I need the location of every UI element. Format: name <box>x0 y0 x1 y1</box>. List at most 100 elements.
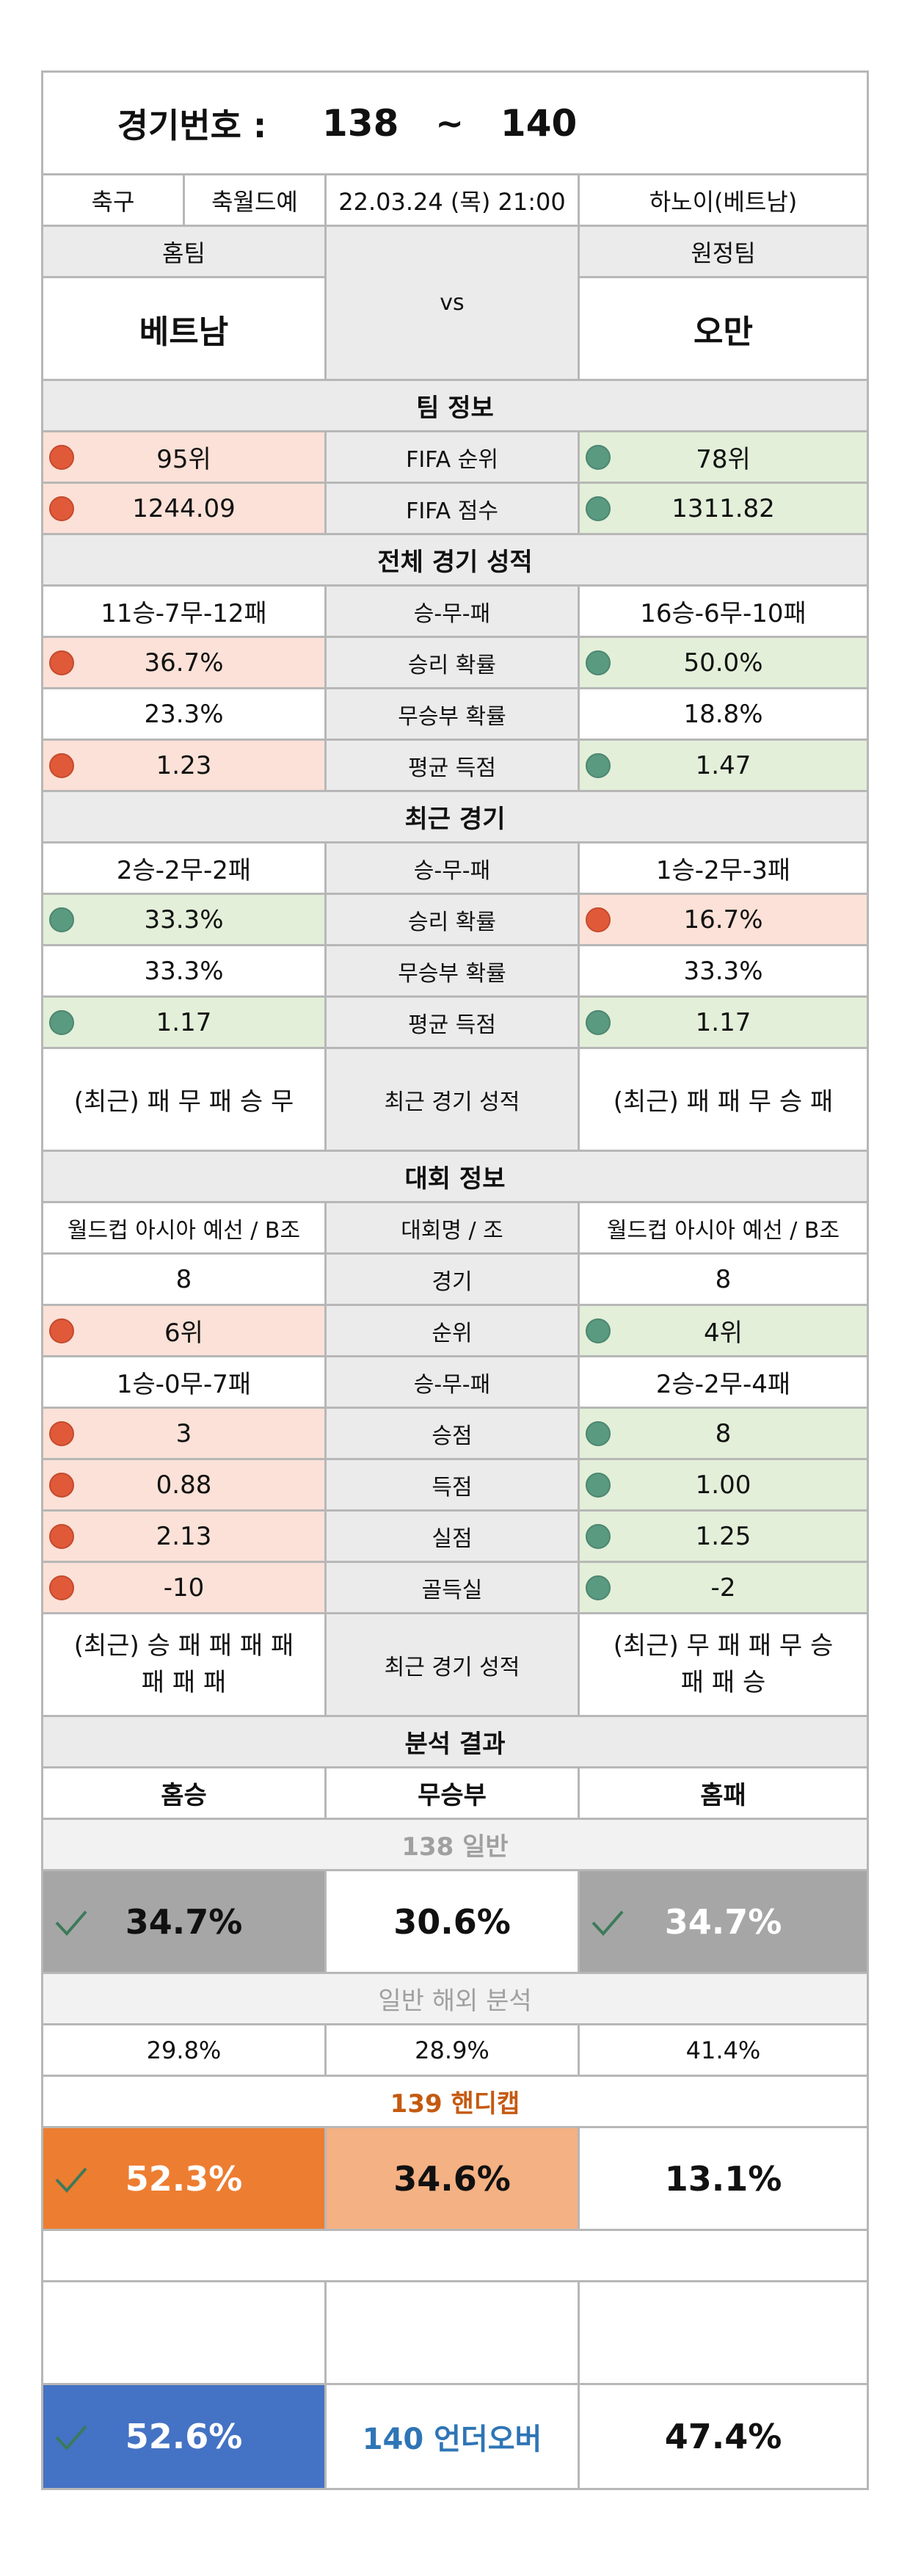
red-dot-icon <box>49 1421 74 1446</box>
away-value: -2 <box>710 1572 736 1603</box>
away-value: 16승-6무-10패 <box>640 599 807 628</box>
stat-label: 평균 득점 <box>327 998 580 1047</box>
analysis-header-row: 홈승 무승부 홈패 <box>43 1768 867 1820</box>
green-dot-icon <box>49 907 74 932</box>
stat-label: 무승부 확률 <box>327 689 580 739</box>
home-value: 1.17 <box>156 1007 212 1037</box>
away-value: 1.17 <box>695 1007 751 1037</box>
stat-label: FIFA 순위 <box>327 432 580 482</box>
check-icon <box>55 2167 87 2193</box>
match-number-header: 경기번호 : 138 ~ 140 <box>43 73 867 175</box>
stat-row-wdl: 2승-2무-2패 승-무-패 1승-2무-3패 <box>43 843 867 895</box>
match-number-start: 138 <box>322 101 399 145</box>
match-analysis-sheet: 경기번호 : 138 ~ 140 축구 축월드예 22.03.24 (목) 21… <box>41 70 869 2490</box>
handicap-lose: 13.1% <box>664 2158 782 2199</box>
spacer-row <box>43 2231 867 2282</box>
green-dot-icon <box>586 1523 611 1549</box>
stat-label: 승점 <box>327 1409 580 1458</box>
green-dot-icon <box>586 752 611 778</box>
away-value: 50.0% <box>683 647 763 678</box>
stat-label: 순위 <box>327 1306 580 1355</box>
stat-label: 무승부 확률 <box>327 946 580 995</box>
green-dot-icon <box>586 1318 611 1343</box>
overseas-title-row: 일반 해외 분석 <box>43 1974 867 2025</box>
section-title: 전체 경기 성적 <box>377 548 533 577</box>
away-value: 33.3% <box>683 956 763 986</box>
red-dot-icon <box>49 496 74 521</box>
general-lose: 34.7% <box>664 1901 782 1942</box>
red-dot-icon <box>49 650 74 675</box>
away-value: 2승-2무-4패 <box>655 1370 791 1399</box>
stat-row-goal-diff: -10 골득실 -2 <box>43 1563 867 1614</box>
handicap-win: 52.3% <box>125 2158 243 2199</box>
underover-under: 52.6% <box>125 2417 243 2456</box>
section-title: 최근 경기 <box>404 805 506 834</box>
sport-cell: 축구 <box>43 175 185 225</box>
home-value: 1승-0무-7패 <box>43 1357 327 1407</box>
stat-row-goals-for: 0.88 득점 1.00 <box>43 1460 867 1512</box>
overall-record-section: 전체 경기 성적 <box>43 535 867 587</box>
match-info-row: 축구 축월드예 22.03.24 (목) 21:00 하노이(베트남) <box>43 175 867 227</box>
stat-row-draw-rate: 23.3% 무승부 확률 18.8% <box>43 689 867 741</box>
home-value: 2.13 <box>156 1521 212 1551</box>
green-dot-icon <box>49 1009 74 1035</box>
home-value: 36.7% <box>144 647 224 678</box>
home-win-header: 홈승 <box>43 1768 327 1818</box>
home-value: 6위 <box>164 1318 203 1348</box>
overseas-lose: 41.4% <box>685 2036 761 2064</box>
stat-label: 평균 득점 <box>327 741 580 790</box>
away-form-line-2: 패 패 승 <box>680 1667 766 1697</box>
home-value: 95위 <box>156 445 211 474</box>
home-team-label: 홈팀 <box>43 227 324 278</box>
stat-label: 실점 <box>327 1512 580 1561</box>
home-lose-header: 홈패 <box>700 1781 746 1810</box>
home-value: -10 <box>163 1572 205 1603</box>
handicap-title: 139 핸디캡 <box>390 2089 520 2119</box>
home-value: (최근) 패 무 패 승 무 <box>43 1049 327 1150</box>
tournament-info-section: 대회 정보 <box>43 1152 867 1203</box>
away-value: 8 <box>715 1418 732 1448</box>
stat-row-avg-goals: 1.17 평균 득점 1.17 <box>43 998 867 1049</box>
stat-row-avg-goals: 1.23 평균 득점 1.47 <box>43 741 867 792</box>
overseas-win: 29.8% <box>43 2025 327 2075</box>
stat-label: 경기 <box>327 1255 580 1304</box>
stat-row-draw-rate: 33.3% 무승부 확률 33.3% <box>43 946 867 998</box>
away-value: 1.47 <box>695 750 751 780</box>
match-number-end: 140 <box>500 101 578 145</box>
home-value: 0.88 <box>156 1470 212 1500</box>
home-value: 23.3% <box>43 689 327 739</box>
home-value: 1244.09 <box>132 493 236 523</box>
recent-games-section: 최근 경기 <box>43 792 867 843</box>
green-dot-icon <box>586 650 611 675</box>
general-title: 138 일반 <box>401 1832 509 1862</box>
general-win: 34.7% <box>125 1901 243 1942</box>
check-icon <box>592 1910 624 1936</box>
away-value: 18.8% <box>683 699 763 729</box>
away-value: 월드컵 아시아 예선 / B조 <box>606 1217 840 1244</box>
datetime-cell: 22.03.24 (목) 21:00 <box>327 175 580 225</box>
draw-header: 무승부 <box>327 1768 580 1818</box>
section-title: 대회 정보 <box>404 1164 506 1194</box>
stat-label: 최근 경기 성적 <box>327 1049 580 1150</box>
check-icon <box>55 2425 87 2450</box>
stat-label: 최근 경기 성적 <box>327 1614 580 1715</box>
check-icon <box>55 1910 87 1936</box>
home-value: 33.3% <box>144 904 224 935</box>
stat-row-fifa-rank: 95위 FIFA 순위 78위 <box>43 432 867 484</box>
stat-row-wdl: 1승-0무-7패 승-무-패 2승-2무-4패 <box>43 1357 867 1409</box>
home-value: 1.23 <box>156 750 212 780</box>
away-team-label: 원정팀 <box>580 227 867 278</box>
stat-label: 대회명 / 조 <box>327 1203 580 1252</box>
venue-cell: 하노이(베트남) <box>649 187 798 216</box>
red-dot-icon <box>49 1575 74 1600</box>
red-dot-icon <box>49 1318 74 1343</box>
away-value: 1승-2무-3패 <box>655 856 791 885</box>
away-value: (최근) 패 패 무 승 패 <box>613 1087 834 1117</box>
stat-row-games: 8 경기 8 <box>43 1255 867 1306</box>
red-dot-icon <box>49 752 74 778</box>
green-dot-icon <box>586 1472 611 1498</box>
stat-label: 승-무-패 <box>327 1357 580 1407</box>
handicap-title-row: 139 핸디캡 <box>43 2077 867 2128</box>
match-number-label: 경기번호 : <box>117 105 267 145</box>
overseas-draw: 28.9% <box>327 2025 580 2075</box>
